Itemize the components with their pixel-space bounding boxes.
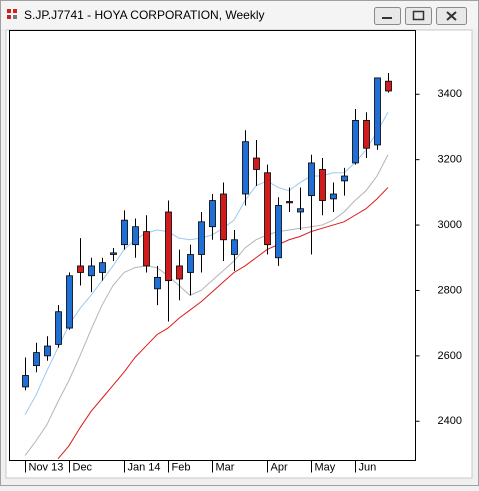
candle-body [44,345,51,357]
plot-frame [9,30,416,461]
x-tick-label: Jun [359,461,377,473]
candle-body [352,120,359,164]
y-tick-label: 3200 [438,154,462,166]
candle-body [297,208,304,213]
close-button[interactable] [436,7,467,25]
x-tick-label: May [315,461,336,473]
candle-body [242,141,249,195]
candle-body [330,193,337,200]
plot-layer [22,73,392,460]
candle-body [363,120,370,149]
candle-body [341,175,348,182]
y-tick-label: 2600 [438,350,462,362]
moving-average-line [57,187,389,460]
candle-body [176,265,183,280]
x-tick-label: Nov 13 [29,461,64,473]
candle-body [231,239,238,255]
x-tick-label: Feb [172,461,191,473]
x-tick-label: Dec [73,461,93,473]
candle-body [66,275,73,329]
candle-body [121,219,128,246]
candle-body [209,200,216,228]
minimize-button[interactable] [374,7,401,25]
moving-average-line [24,112,389,415]
moving-average-line [24,154,389,456]
candle-body [374,77,381,146]
maximize-button[interactable] [405,7,432,25]
x-tick-label: Apr [271,461,288,473]
candle-body [286,201,293,204]
candle-body [264,172,271,246]
candle-body [88,265,95,277]
candle-body [308,162,315,197]
candle-body [385,80,392,92]
candle-body [55,311,62,345]
x-tick-label: Mar [216,461,235,473]
y-tick-label: 3400 [438,88,462,100]
candle-body [77,265,84,273]
candle-body [253,157,260,170]
window-title: S.JP.J7741 - HOYA CORPORATION, Weekly [24,8,265,22]
candle-body [187,254,194,273]
app-icon [7,9,17,19]
candle-body [154,276,161,290]
candle-body [198,221,205,255]
candle-body [132,226,139,246]
y-tick-label: 3000 [438,219,462,231]
candle-body [110,252,117,255]
x-tick-label: Jan 14 [128,461,161,473]
candle-body [22,375,29,388]
candle-body [220,193,227,241]
candle-body [319,169,326,201]
y-tick-label: 2800 [438,284,462,296]
candle-body [143,231,150,267]
y-tick-label: 2400 [438,415,462,427]
candle-body [99,262,106,273]
candle-body [165,211,172,282]
candle-body [275,205,282,259]
candle-body [33,352,40,367]
